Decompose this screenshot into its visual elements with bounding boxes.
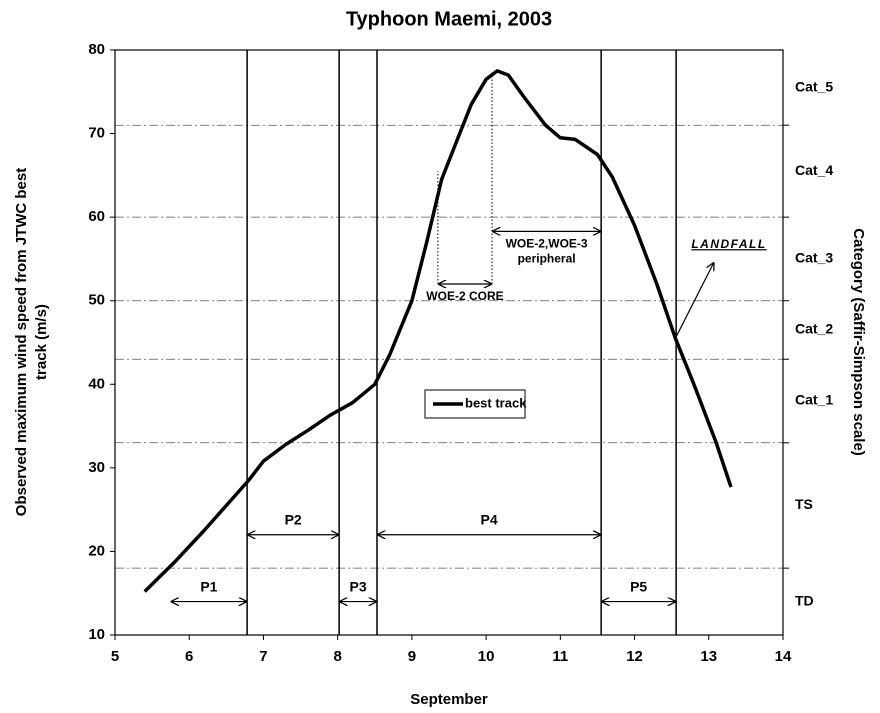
- y-tick-label: 40: [88, 375, 105, 392]
- annotation-label: WOE-2,WOE-3: [506, 237, 588, 251]
- y-tick-label: 80: [88, 41, 105, 58]
- y-axis-label: track (m/s): [33, 304, 50, 380]
- y2-category-label: Cat_1: [795, 392, 833, 408]
- legend-label: best track: [465, 395, 527, 410]
- x-tick-label: 13: [700, 648, 717, 665]
- y2-category-label: Cat_2: [795, 321, 833, 337]
- period-label: P1: [200, 578, 217, 594]
- y2-category-label: Cat_3: [795, 250, 833, 266]
- landfall-label: LANDFALL: [691, 237, 766, 251]
- x-tick-label: 11: [552, 648, 568, 665]
- x-tick-label: 5: [111, 648, 119, 665]
- plot-frame: [114, 49, 784, 636]
- y-tick-label: 30: [88, 459, 105, 476]
- x-tick-label: 9: [408, 648, 416, 665]
- period-label: P4: [481, 511, 498, 527]
- x-tick-label: 14: [775, 648, 792, 665]
- period-label: P2: [285, 511, 302, 527]
- x-tick-label: 10: [478, 648, 495, 665]
- x-tick-label: 12: [626, 648, 643, 665]
- y-tick-label: 20: [88, 542, 105, 559]
- annotation-label: peripheral: [518, 252, 576, 266]
- period-label: P3: [350, 578, 367, 594]
- x-tick-label: 6: [185, 648, 193, 665]
- landfall-arrow: [674, 262, 714, 339]
- y2-category-label: Cat_4: [795, 162, 833, 178]
- period-label: P5: [630, 578, 647, 594]
- y-tick-label: 10: [88, 626, 105, 643]
- chart-title: Typhoon Maemi, 2003: [346, 8, 552, 30]
- x-tick-label: 7: [259, 648, 267, 665]
- y-tick-label: 70: [88, 125, 105, 142]
- annotation-label: WOE-2 CORE: [426, 289, 503, 303]
- y-axis-label: Observed maximum wind speed from JTWC be…: [13, 168, 30, 516]
- series-line: [143, 69, 733, 593]
- y-tick-label: 50: [88, 292, 105, 309]
- y-tick-label: 60: [88, 208, 105, 225]
- y2-category-label: TD: [795, 592, 814, 608]
- y2-category-label: TS: [795, 496, 813, 512]
- x-axis-label: September: [410, 691, 488, 708]
- y2-category-label: Cat_5: [795, 78, 833, 94]
- y2-axis-label: Category (Saffir-Simpson scale): [850, 228, 867, 456]
- x-tick-label: 8: [333, 648, 341, 665]
